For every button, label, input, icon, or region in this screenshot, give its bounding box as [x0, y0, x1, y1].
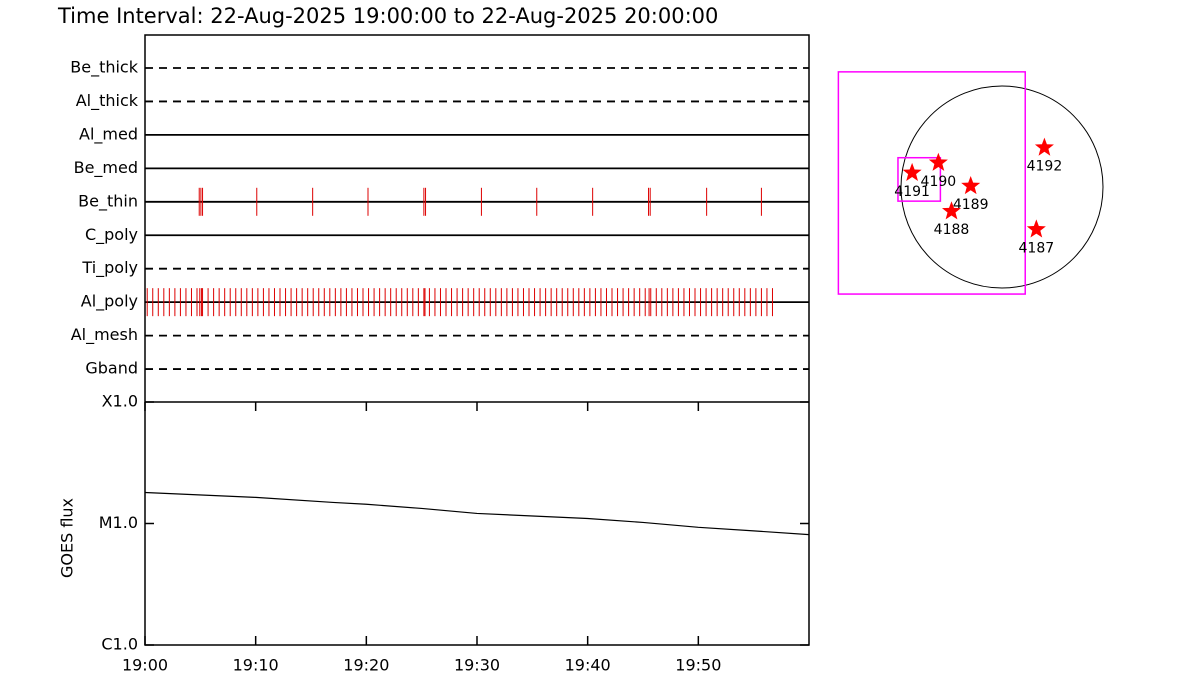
row-label: Al_med	[79, 124, 138, 144]
row-label: Be_thin	[78, 191, 138, 211]
region-label: 4190	[921, 174, 957, 190]
y-tick-label: M1.0	[99, 513, 138, 532]
region-star	[1026, 219, 1046, 238]
row-label: Al_mesh	[71, 325, 138, 345]
x-tick-label: 19:20	[343, 656, 389, 675]
chart-title: Time Interval: 22-Aug-2025 19:00:00 to 2…	[57, 4, 718, 28]
region-label: 4191	[894, 184, 930, 200]
x-tick-label: 19:00	[122, 656, 168, 675]
x-tick-label: 19:40	[565, 656, 611, 675]
row-label: Be_thick	[70, 58, 138, 78]
row-label: Al_thick	[76, 91, 139, 111]
region-label: 4192	[1027, 159, 1063, 175]
region-label: 4188	[934, 222, 970, 238]
row-label: Ti_poly	[81, 258, 138, 278]
x-tick-label: 19:50	[675, 656, 721, 675]
x-tick-label: 19:10	[233, 656, 279, 675]
x-tick-label: 19:30	[454, 656, 500, 675]
row-label: Be_med	[74, 158, 138, 178]
y-tick-label: C1.0	[101, 635, 138, 654]
goes-line	[144, 491, 810, 536]
region-star	[1034, 137, 1054, 156]
region-label: 4189	[953, 197, 989, 213]
y-axis-label: GOES flux	[58, 498, 77, 578]
region-star	[941, 201, 962, 220]
field-of-view	[837, 71, 1026, 295]
row-label: Gband	[85, 359, 138, 378]
y-tick-label: X1.0	[102, 392, 138, 411]
plot-frame	[144, 34, 810, 646]
row-label: Al_poly	[81, 292, 138, 312]
region-label: 4187	[1019, 240, 1055, 256]
field-of-view	[897, 156, 942, 202]
region-star	[902, 162, 922, 181]
solar-disk	[900, 85, 1104, 289]
region-star	[961, 175, 981, 195]
region-star	[928, 152, 948, 171]
row-label: C_poly	[85, 225, 138, 245]
